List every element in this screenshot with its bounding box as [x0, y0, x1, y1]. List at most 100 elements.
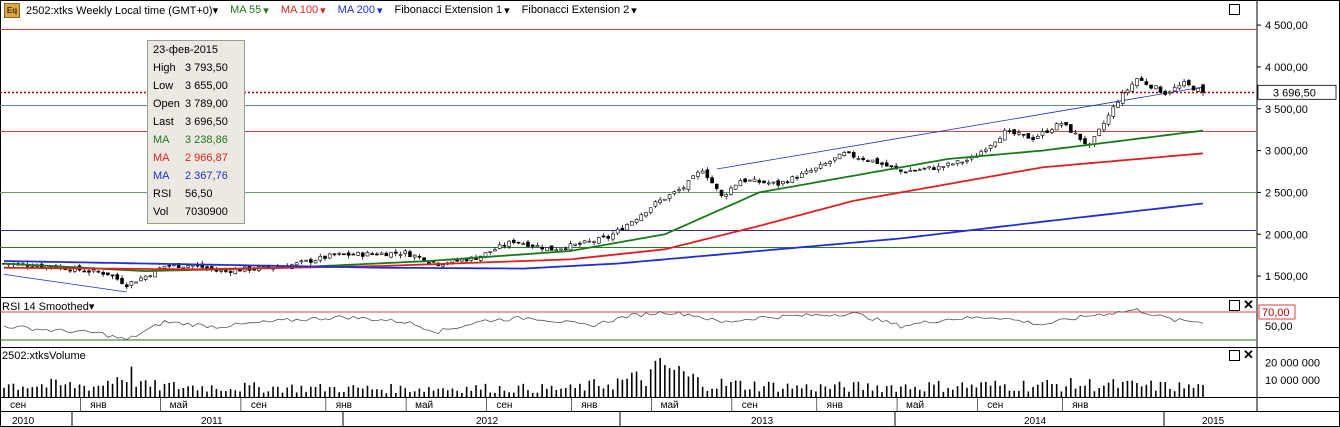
symbol-title[interactable]: 2502:xtks Weekly Local time (GMT+0)▾ — [26, 4, 218, 17]
close-volume-pane-icon[interactable]: ✕ — [1243, 347, 1254, 362]
fib2-indicator[interactable]: Fibonacci Extension 2 ▾ — [522, 4, 637, 17]
candle-body — [672, 191, 677, 194]
maximize-volume-pane-icon[interactable] — [1229, 350, 1240, 361]
candle-body — [139, 277, 143, 282]
month-label: янв — [336, 400, 352, 411]
candle-body — [427, 261, 431, 264]
candle-body — [1168, 91, 1172, 94]
candle-body — [530, 244, 535, 247]
ma200-indicator[interactable]: MA 200 ▾ — [338, 4, 383, 17]
candle-body — [488, 251, 493, 253]
candle-body — [795, 176, 799, 179]
maximize-rsi-pane-icon[interactable] — [1229, 300, 1240, 311]
candle-body — [408, 251, 412, 257]
candle-body — [233, 268, 238, 275]
candle-body — [1054, 123, 1059, 131]
ma100-indicator[interactable]: MA 100 ▾ — [281, 4, 326, 17]
candle-body — [304, 259, 308, 262]
candle-body — [224, 270, 228, 272]
candle-body — [951, 163, 955, 166]
year-label: 2014 — [1024, 416, 1047, 427]
candle-body — [578, 242, 582, 245]
month-label: май — [906, 400, 924, 411]
candle-body — [667, 194, 672, 200]
candle-body — [120, 277, 124, 284]
volume-tick-label: 20 000 000 — [1265, 358, 1320, 370]
candle-body — [365, 252, 370, 257]
candle-body — [1031, 137, 1035, 140]
close-rsi-pane-icon[interactable]: ✕ — [1243, 297, 1254, 312]
candle-body — [653, 201, 658, 207]
fib1-indicator[interactable]: Fibonacci Extension 1 ▾ — [395, 4, 510, 17]
candle-body — [1177, 84, 1182, 89]
candle-body — [630, 221, 634, 226]
candle-body — [1073, 132, 1078, 135]
candle-body — [705, 169, 710, 179]
candle-body — [1163, 90, 1168, 95]
candle-body — [1187, 80, 1191, 86]
candle-body — [988, 144, 993, 149]
candle-body — [1158, 86, 1163, 93]
candle-body — [309, 259, 313, 263]
candle-body — [360, 252, 365, 257]
candle-body — [412, 254, 417, 258]
candle-body — [714, 183, 719, 189]
candle-body — [582, 240, 587, 244]
candle-body — [639, 214, 644, 221]
info-value: 7030900 — [185, 206, 228, 218]
candle-body — [134, 281, 138, 284]
candle-body — [771, 181, 776, 184]
candle-body — [851, 152, 856, 158]
candle-body — [941, 166, 946, 168]
info-label: High — [153, 62, 176, 74]
candle-body — [965, 159, 969, 162]
candle-body — [379, 252, 384, 255]
candle-body — [356, 252, 360, 256]
candle-body — [913, 169, 917, 172]
candle-body — [115, 274, 120, 280]
candle-body — [648, 207, 653, 213]
candle-body — [1097, 128, 1101, 136]
candle-body — [91, 269, 96, 272]
year-label: 2010 — [12, 416, 35, 427]
price-tick-label: 2 000,00 — [1265, 229, 1308, 241]
candle-body — [738, 180, 743, 187]
candle-body — [512, 239, 516, 243]
candle-body — [129, 281, 134, 286]
candle-body — [644, 212, 648, 217]
candle-body — [323, 255, 327, 259]
candle-body — [417, 256, 422, 258]
chart-toolbar: 2502:xtks Weekly Local time (GMT+0)▾ MA … — [26, 2, 637, 18]
eq-icon[interactable]: Eq — [4, 3, 20, 18]
candle-body — [219, 270, 223, 272]
candle-body — [785, 181, 790, 184]
candle-body — [563, 248, 568, 250]
month-label: сен — [742, 400, 758, 411]
volume-pane-title: 2502:xtksVolume — [2, 350, 86, 362]
candle-body — [960, 161, 965, 164]
candle-body — [106, 272, 110, 276]
dropdown-arrow-icon: ▾ — [504, 4, 510, 17]
rsi-pane-title[interactable]: RSI 14 Smoothed▾ — [2, 300, 94, 313]
maximize-price-pane-icon[interactable] — [1229, 4, 1240, 15]
candle-body — [691, 175, 695, 180]
candle-body — [889, 165, 894, 168]
candle-body — [833, 157, 837, 161]
rsi-line — [3, 308, 1204, 341]
candle-body — [327, 253, 332, 259]
candle-body — [573, 243, 577, 246]
candle-body — [455, 259, 459, 262]
candle-body — [936, 165, 941, 170]
candle-body — [502, 244, 507, 247]
price-tick-label: 3 500,00 — [1265, 104, 1308, 116]
ma55-indicator[interactable]: MA 55 ▾ — [230, 4, 269, 17]
candle-body — [1182, 81, 1186, 87]
info-label: MA — [153, 152, 170, 164]
info-label: Last — [153, 116, 174, 128]
candle-body — [332, 253, 337, 256]
candle-body — [615, 228, 620, 234]
candle-body — [351, 253, 356, 256]
candle-body — [979, 151, 983, 156]
candle-body — [917, 169, 922, 171]
candle-body — [1172, 86, 1177, 92]
